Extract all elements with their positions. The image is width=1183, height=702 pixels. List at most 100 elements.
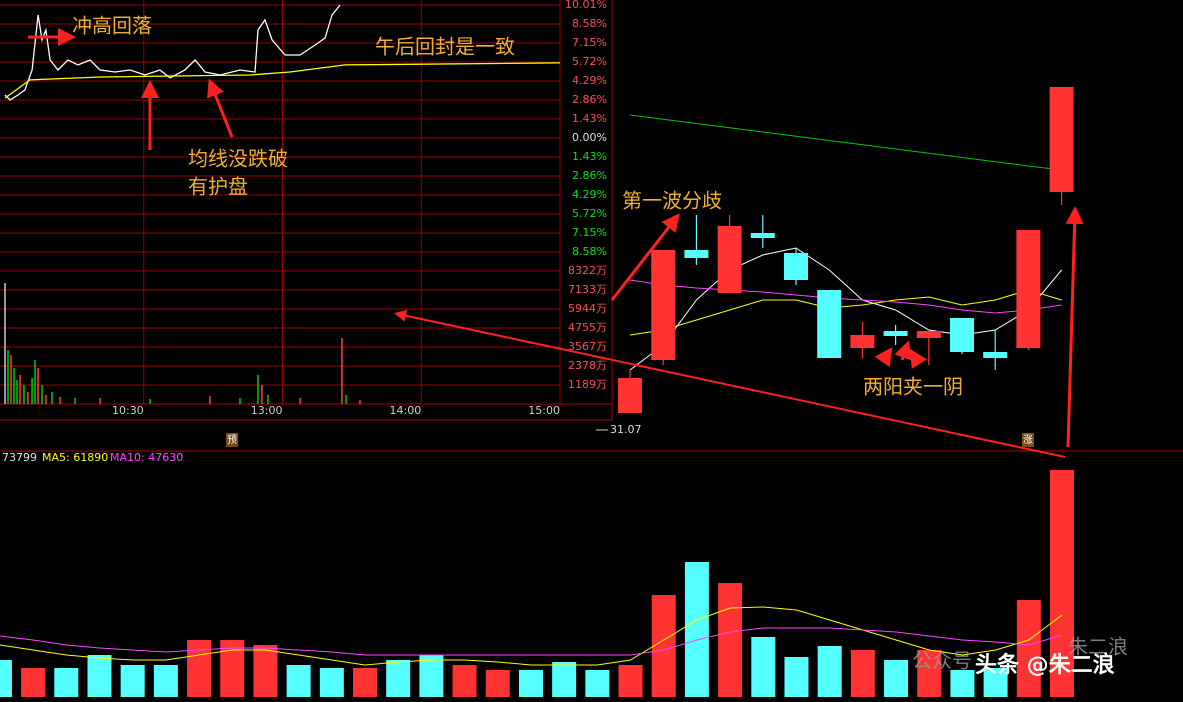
watermark: 朱二浪	[1068, 635, 1128, 659]
volume-bar	[1016, 600, 1041, 697]
low-label: 31.07	[610, 423, 642, 436]
ma-line	[629, 247, 1062, 371]
watermark: 头条 @朱二浪	[975, 652, 1115, 678]
candle-body	[618, 378, 642, 413]
volume-bar	[0, 659, 12, 697]
volume-header: 73799	[2, 451, 37, 464]
candle-body	[1049, 87, 1074, 192]
volume-bar	[187, 640, 212, 697]
volume-bar	[54, 667, 79, 697]
volume-bar	[87, 655, 112, 697]
volume-bar	[784, 657, 809, 697]
candle-body	[850, 335, 875, 348]
marker-box	[226, 433, 238, 447]
candle-body	[950, 318, 974, 352]
candle-body	[651, 250, 676, 360]
marker: 预	[227, 434, 237, 446]
arrow	[207, 78, 234, 138]
arrow	[909, 348, 927, 369]
volume-bar	[120, 665, 145, 697]
y-tick-label: 5.72%	[572, 207, 607, 220]
watermark: 公众号	[912, 649, 972, 673]
annotations: 冲高回落 午后回封是一致 均线没跌破 有护盘 第一波分歧 两阳夹一阴 公众号 朱…	[28, 14, 1128, 678]
annotation: 两阳夹一阴	[863, 375, 963, 399]
ma-line	[629, 279, 1062, 314]
ma-line	[629, 289, 1062, 336]
volume-bar	[751, 636, 776, 697]
volume-bar	[983, 667, 1008, 697]
y2-tick-label: 4755万	[568, 321, 607, 334]
volume-bar	[917, 650, 942, 697]
y-tick-label: 10.01%	[565, 0, 607, 11]
candle-body	[750, 233, 775, 238]
volume-bar	[585, 669, 610, 697]
y2-tick-label: 2378万	[568, 359, 607, 372]
y2-tick-label: 5944万	[568, 302, 607, 315]
arrow	[894, 340, 912, 361]
annotation: 有护盘	[188, 175, 248, 199]
candle-body	[717, 226, 742, 293]
arrow	[874, 347, 893, 367]
volume-bar	[153, 665, 178, 697]
y-tick-label: 2.86%	[572, 93, 607, 106]
y2-tick-label: 3567万	[568, 340, 607, 353]
y-tick-label: 1.43%	[572, 150, 607, 163]
volume-bar	[286, 665, 311, 697]
candle-body	[817, 290, 842, 358]
volume-bar	[419, 655, 444, 697]
x-tick-label: 14:00	[390, 404, 422, 417]
volume-bar	[850, 650, 875, 697]
y-tick-label: 5.72%	[572, 55, 607, 68]
annotation: 均线没跌破	[188, 147, 288, 171]
volume-ma	[0, 627, 1063, 656]
y2-tick-label: 1189万	[568, 378, 607, 391]
candle-body	[916, 331, 941, 338]
x-tick-label: 10:30	[112, 404, 144, 417]
annotation: 冲高回落	[72, 14, 152, 38]
y-tick-label: 4.29%	[572, 188, 607, 201]
y-tick-label: 8.58%	[572, 245, 607, 258]
arrow	[394, 309, 1066, 458]
annotation: 午后回封是一致	[375, 35, 515, 59]
candle-body	[1016, 230, 1041, 348]
volume-bar	[817, 646, 842, 697]
volume-bar	[319, 667, 344, 697]
y-tick-label: 2.86%	[572, 169, 607, 182]
volume-ma	[0, 606, 1063, 666]
volume-bar	[485, 669, 510, 697]
volume-bar	[618, 665, 643, 697]
volume-bar	[884, 659, 909, 697]
y-tick-label: 8.58%	[572, 17, 607, 30]
y2-tick-label: 7133万	[568, 283, 607, 296]
y-tick-label: 1.43%	[572, 112, 607, 125]
volume-bar	[651, 595, 676, 697]
candle-body	[684, 250, 709, 258]
y-tick-label: 7.15%	[572, 36, 607, 49]
candle-body	[883, 331, 908, 336]
volume-bar	[353, 667, 378, 697]
volume-bar	[452, 665, 477, 697]
volume-bar	[950, 669, 975, 697]
price-line	[4, 62, 561, 99]
arrow	[1065, 206, 1084, 448]
candle-body	[983, 352, 1008, 358]
arrow	[610, 213, 680, 301]
volume-bar	[718, 583, 743, 697]
volume-bar	[253, 645, 278, 697]
x-tick-label: 15:00	[528, 404, 560, 417]
price-line	[4, 4, 341, 101]
annotation: 第一波分歧	[622, 189, 722, 213]
marker: 涨	[1023, 434, 1033, 446]
x-tick-label: 13:00	[251, 404, 283, 417]
volume-bar	[386, 659, 411, 697]
y-tick-label: 0.00%	[572, 131, 607, 144]
ma-line	[629, 114, 1062, 171]
y-tick-label: 7.15%	[572, 226, 607, 239]
volume-bar	[518, 669, 543, 697]
volume-bar	[684, 562, 709, 697]
y-tick-label: 4.29%	[572, 74, 607, 87]
y2-tick-label: 8322万	[568, 264, 607, 277]
volume-header: MA5: 61890	[42, 451, 108, 464]
